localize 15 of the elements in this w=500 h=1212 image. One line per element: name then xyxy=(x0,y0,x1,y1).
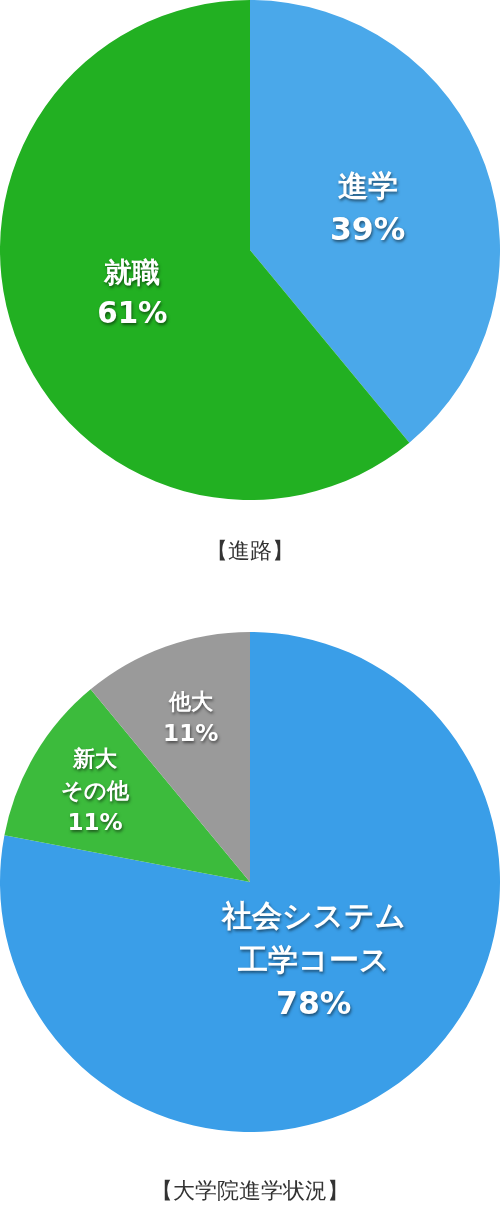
pie-slice xyxy=(250,0,500,443)
data-label: 11% xyxy=(67,809,123,836)
data-label: 78% xyxy=(276,984,352,1021)
slice-label: 進学 xyxy=(337,168,398,204)
slice-label: 他大 xyxy=(167,688,214,714)
text: 【大学院進学状況】 xyxy=(151,1177,349,1203)
pie-slice xyxy=(0,632,500,1132)
data-label: 11% xyxy=(163,720,219,747)
slice-label: 社会システム工学コース xyxy=(220,898,406,977)
data-label: 61% xyxy=(97,295,168,330)
slice-label: 新大その他 xyxy=(61,745,131,803)
data-label: 39% xyxy=(329,211,406,248)
text: 【進路】 xyxy=(206,537,294,563)
slice-label: 就職 xyxy=(103,255,161,289)
pie-slice xyxy=(0,0,410,500)
